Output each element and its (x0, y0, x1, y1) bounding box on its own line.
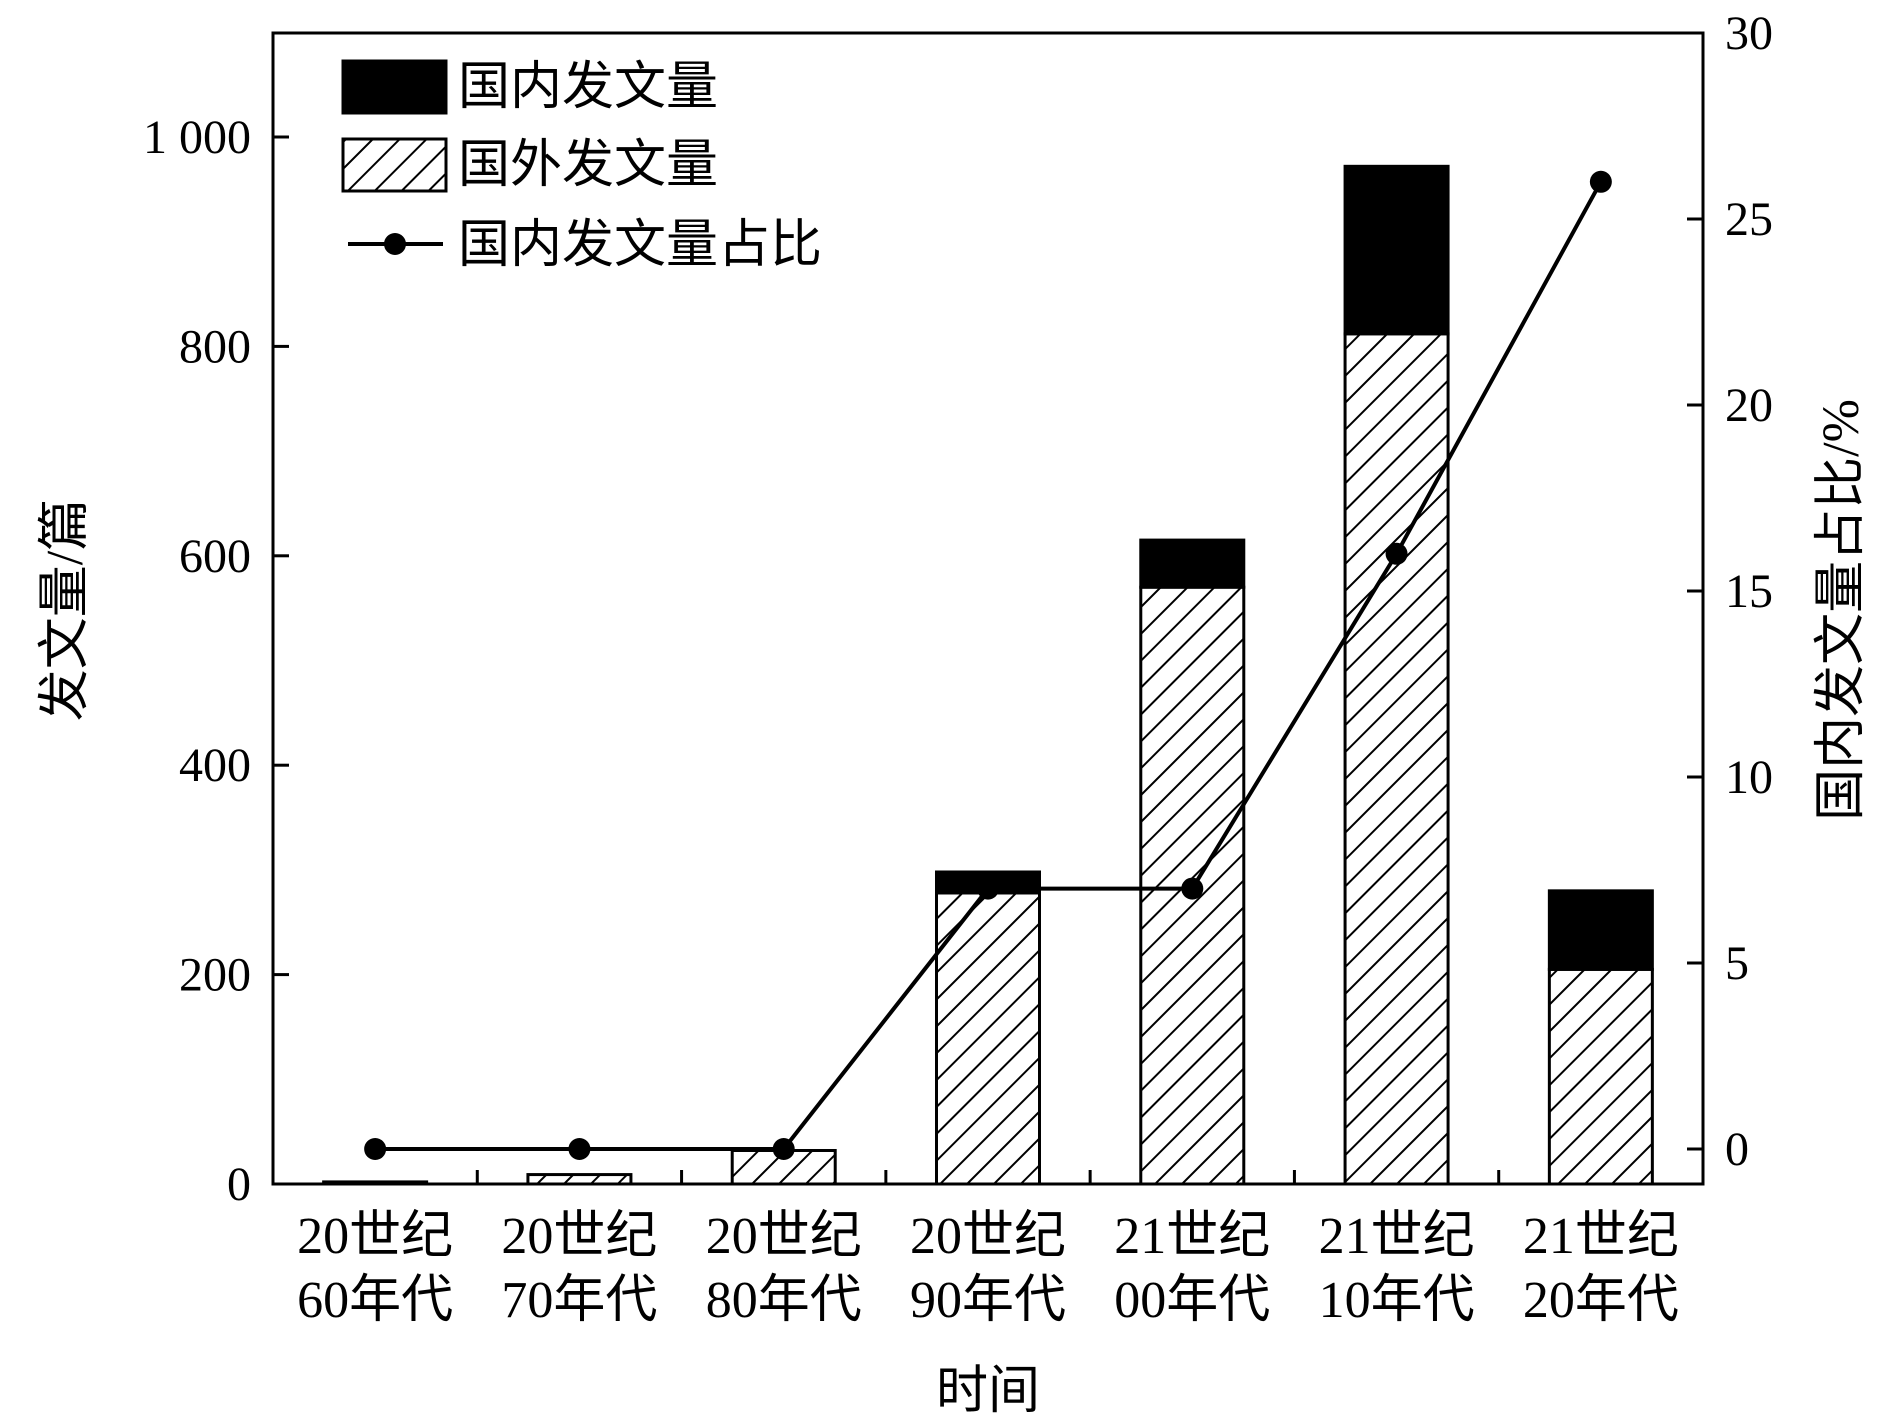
x-tick-label-6-0: 21世纪 (1523, 1208, 1679, 1265)
line-layer (364, 170, 1612, 1160)
x-tick-label-2-1: 80年代 (706, 1272, 862, 1329)
bar-domestic-6 (1547, 889, 1654, 971)
y2-tick-label-6: 30 (1725, 7, 1773, 60)
share-point-4 (1181, 877, 1204, 900)
x-tick-label-4-1: 00年代 (1114, 1272, 1270, 1329)
y-tick-label-3: 600 (179, 530, 251, 583)
legend-label-foreign: 国外发文量 (458, 137, 718, 194)
x-tick-label-3-1: 90年代 (910, 1272, 1066, 1329)
x-tick-label-3-0: 20世纪 (910, 1208, 1066, 1265)
x-tick-label-2-0: 20世纪 (706, 1208, 862, 1265)
y2-tick-label-5: 25 (1725, 193, 1773, 246)
axes-layer: 0 200 400 600 800 1 000 0 5 10 15 20 25 30 20世纪 60年代 20… (143, 7, 1773, 1329)
legend-label-share: 国内发文量占比 (458, 217, 822, 274)
y2-tick-label-2: 10 (1725, 751, 1773, 804)
y2-tick-label-1: 5 (1725, 937, 1749, 990)
y-tick-label-1: 200 (179, 949, 251, 1002)
y2-tick-label-4: 20 (1725, 379, 1773, 432)
x-tick-label-1-0: 20世纪 (501, 1208, 657, 1265)
y-tick-label-2: 400 (179, 739, 251, 792)
bar-domestic-5 (1343, 164, 1450, 336)
x-tick-label-0-1: 60年代 (297, 1272, 453, 1329)
x-axis-title: 时间 (936, 1363, 1040, 1418)
y-tick-label-0: 0 (227, 1158, 251, 1211)
bar-foreign-1 (526, 1173, 633, 1186)
share-point-3 (977, 877, 999, 900)
x-tick-label-0-0: 20世纪 (297, 1208, 453, 1265)
share-point-5 (1385, 542, 1408, 565)
bar-foreign-6 (1547, 967, 1654, 1186)
x-tick-label-4-0: 21世纪 (1114, 1208, 1270, 1265)
share-point-2 (772, 1138, 795, 1160)
x-tick-label-5-0: 21世纪 (1319, 1208, 1475, 1265)
bars-layer (322, 164, 1654, 1186)
y-axis-title: 发文量/篇 (37, 499, 94, 721)
share-point-1 (568, 1138, 591, 1160)
y2-tick-label-3: 15 (1725, 565, 1773, 618)
bar-domestic-4 (1139, 538, 1246, 589)
x-tick-label-6-1: 20年代 (1523, 1272, 1679, 1329)
share-point-6 (1589, 170, 1612, 193)
bar-foreign-0 (322, 1180, 429, 1186)
bar-foreign-3 (935, 891, 1041, 1186)
legend-swatch-domestic (341, 59, 448, 115)
x-tick-label-5-1: 10年代 (1319, 1272, 1475, 1329)
x-tick-label-1-1: 70年代 (501, 1272, 657, 1329)
legend-swatch-share-marker (384, 233, 406, 255)
y-tick-label-5: 1 000 (143, 111, 251, 164)
share-point-0 (364, 1138, 387, 1160)
y-tick-label-4: 800 (179, 320, 251, 373)
bar-foreign-5 (1343, 332, 1450, 1186)
legend-swatch-foreign (341, 137, 448, 193)
y2-axis-title: 国内发文量占比/% (1813, 399, 1870, 821)
y2-tick-label-0: 0 (1725, 1123, 1749, 1176)
legend-label-domestic: 国内发文量 (458, 59, 718, 116)
